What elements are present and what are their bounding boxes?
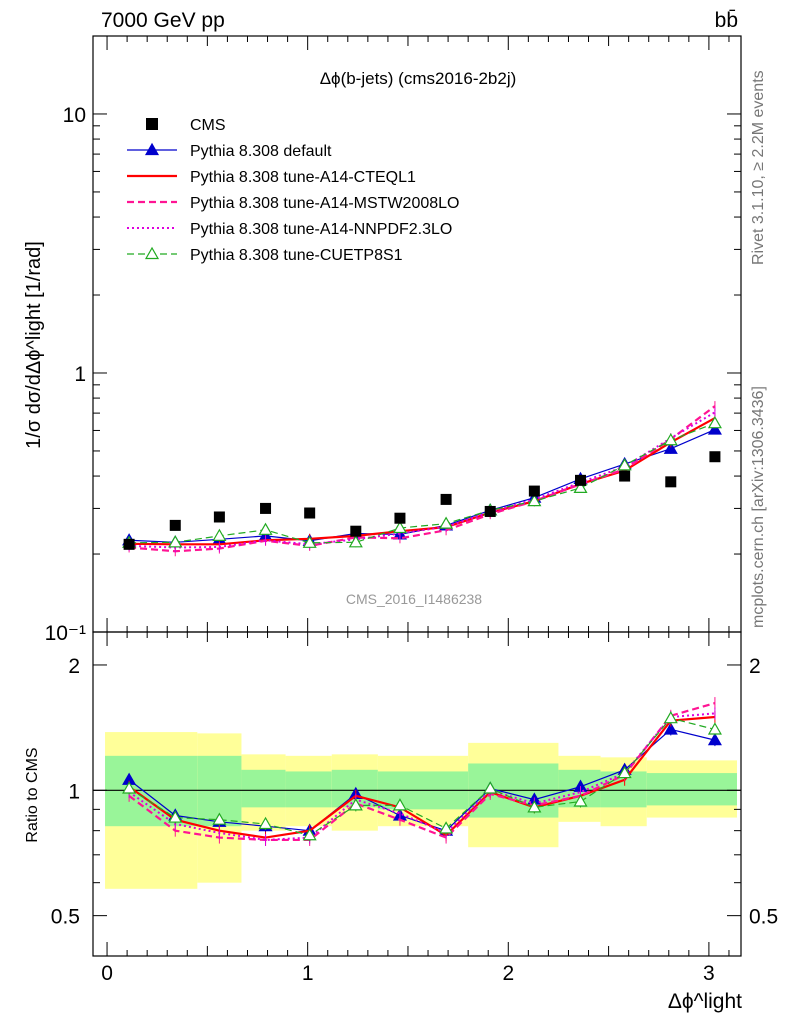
legend-label-cuetp8s1: Pythia 8.308 tune-CUETP8S1 bbox=[190, 247, 403, 264]
y-tick-label: 10 bbox=[63, 104, 86, 127]
series-line bbox=[129, 405, 716, 553]
header-right: bb̄ bbox=[715, 9, 738, 32]
legend-label-cteql1: Pythia 8.308 tune-A14-CTEQL1 bbox=[190, 169, 416, 186]
ratio-series-marker bbox=[663, 710, 678, 724]
series-marker bbox=[617, 458, 632, 471]
data-point bbox=[213, 511, 225, 523]
data-point bbox=[304, 507, 316, 519]
y-tick-label: 10⁻¹ bbox=[45, 622, 86, 645]
main-series-group bbox=[122, 401, 722, 557]
ratio-y-axis-title: Ratio to CMS bbox=[24, 747, 41, 842]
data-point bbox=[484, 505, 496, 517]
legend-label-nnpdf23lo: Pythia 8.308 tune-A14-NNPDF2.3LO bbox=[190, 221, 452, 238]
ratio-series-marker bbox=[663, 722, 678, 735]
green-band-bin bbox=[241, 769, 286, 808]
series-marker bbox=[212, 528, 227, 541]
ratio-series-line bbox=[128, 702, 716, 842]
series-marker bbox=[258, 522, 273, 535]
y-tick-label: 1 bbox=[74, 363, 86, 386]
x-tick-label: 1 bbox=[302, 962, 314, 985]
ratio-y-tick-label: 0.5 bbox=[51, 906, 80, 929]
plot-title: Δϕ(b-jets) (cms2016-2b2j) bbox=[320, 69, 517, 88]
ratio-y-tick-label-right: 0.5 bbox=[749, 906, 778, 929]
ratio-series-marker bbox=[527, 800, 542, 813]
series-line bbox=[129, 422, 716, 544]
ratio-series-marker bbox=[483, 781, 498, 794]
analysis-tag: CMS_2016_I1486238 bbox=[346, 591, 482, 607]
x-tick-label: 2 bbox=[502, 962, 514, 985]
x-tick-label: 0 bbox=[101, 962, 113, 985]
ratio-series-marker bbox=[573, 794, 588, 807]
data-point bbox=[528, 485, 540, 497]
legend-symbol-default bbox=[127, 142, 177, 156]
series-marker bbox=[168, 535, 183, 548]
series-marker bbox=[663, 433, 678, 446]
ratio-series-marker bbox=[392, 798, 407, 811]
data-point bbox=[350, 525, 362, 537]
ratio-series-line bbox=[128, 717, 716, 836]
header-left: 7000 GeV pp bbox=[101, 9, 225, 32]
ratio-y-tick-label: 1 bbox=[68, 780, 80, 803]
data-point bbox=[169, 519, 181, 531]
series-marker bbox=[392, 520, 407, 534]
legend-symbol-cuetp8s1 bbox=[127, 246, 177, 260]
legend: CMS Pythia 8.308 default Pythia 8.308 tu… bbox=[127, 117, 459, 264]
ratio-series-marker bbox=[707, 732, 722, 746]
data-point bbox=[440, 493, 452, 505]
green-band-bin bbox=[646, 773, 737, 806]
x-tick-label: 3 bbox=[703, 962, 715, 985]
rivet-version-label: Rivet 3.1.10, ≥ 2.2M events bbox=[750, 70, 767, 265]
series-line bbox=[129, 411, 716, 549]
legend-label-mstw2008lo: Pythia 8.308 tune-A14-MSTW2008LO bbox=[190, 195, 459, 212]
series-marker bbox=[527, 493, 542, 507]
ratio-series-marker bbox=[302, 828, 317, 841]
series-marker bbox=[302, 535, 317, 548]
series-marker bbox=[707, 422, 722, 435]
series-marker bbox=[348, 535, 363, 548]
axis-ticks bbox=[93, 35, 741, 957]
ratio-series-marker bbox=[617, 765, 632, 779]
data-point bbox=[123, 538, 135, 550]
ratio-series-marker bbox=[212, 812, 227, 825]
legend-marker bbox=[144, 142, 160, 156]
green-band-bin bbox=[285, 771, 332, 808]
data-point bbox=[575, 474, 587, 486]
ratio-series-marker bbox=[348, 798, 363, 811]
data-point bbox=[709, 451, 721, 463]
ratio-series-marker bbox=[258, 816, 273, 830]
series-marker bbox=[439, 516, 454, 529]
ratio-series-marker bbox=[439, 821, 454, 834]
ratio-series-marker bbox=[707, 722, 722, 735]
series-marker bbox=[707, 415, 722, 429]
legend-marker bbox=[146, 118, 158, 130]
data-point bbox=[665, 476, 677, 488]
ratio-series-marker bbox=[168, 810, 183, 823]
y-axis-title: 1/σ dσ/dΔϕ^light [1/rad] bbox=[23, 241, 45, 449]
legend-label-cms: CMS bbox=[190, 117, 226, 134]
mcplots-label: mcplots.cern.ch [arXiv:1306.3436] bbox=[750, 386, 767, 628]
ratio-series-group bbox=[122, 697, 722, 846]
ratio-y-tick-label: 2 bbox=[68, 655, 80, 678]
legend-symbol-cms bbox=[146, 118, 158, 130]
data-point bbox=[394, 512, 406, 524]
ratio-y-tick-label-right: 2 bbox=[749, 655, 761, 678]
ratio-frame bbox=[92, 631, 742, 957]
green-band-bin bbox=[105, 755, 198, 827]
legend-label-default: Pythia 8.308 default bbox=[190, 143, 332, 160]
ratio-series-line bbox=[128, 715, 716, 839]
data-point bbox=[619, 470, 631, 482]
ratio-series-marker bbox=[122, 781, 137, 794]
ratio-uncertainty-bands bbox=[105, 732, 737, 889]
series-marker bbox=[663, 441, 678, 454]
ratio-series-line bbox=[128, 728, 716, 832]
series-marker bbox=[573, 480, 588, 494]
data-point bbox=[260, 502, 272, 514]
legend-marker bbox=[144, 246, 160, 260]
x-axis-title: Δϕ^light bbox=[668, 990, 742, 1013]
